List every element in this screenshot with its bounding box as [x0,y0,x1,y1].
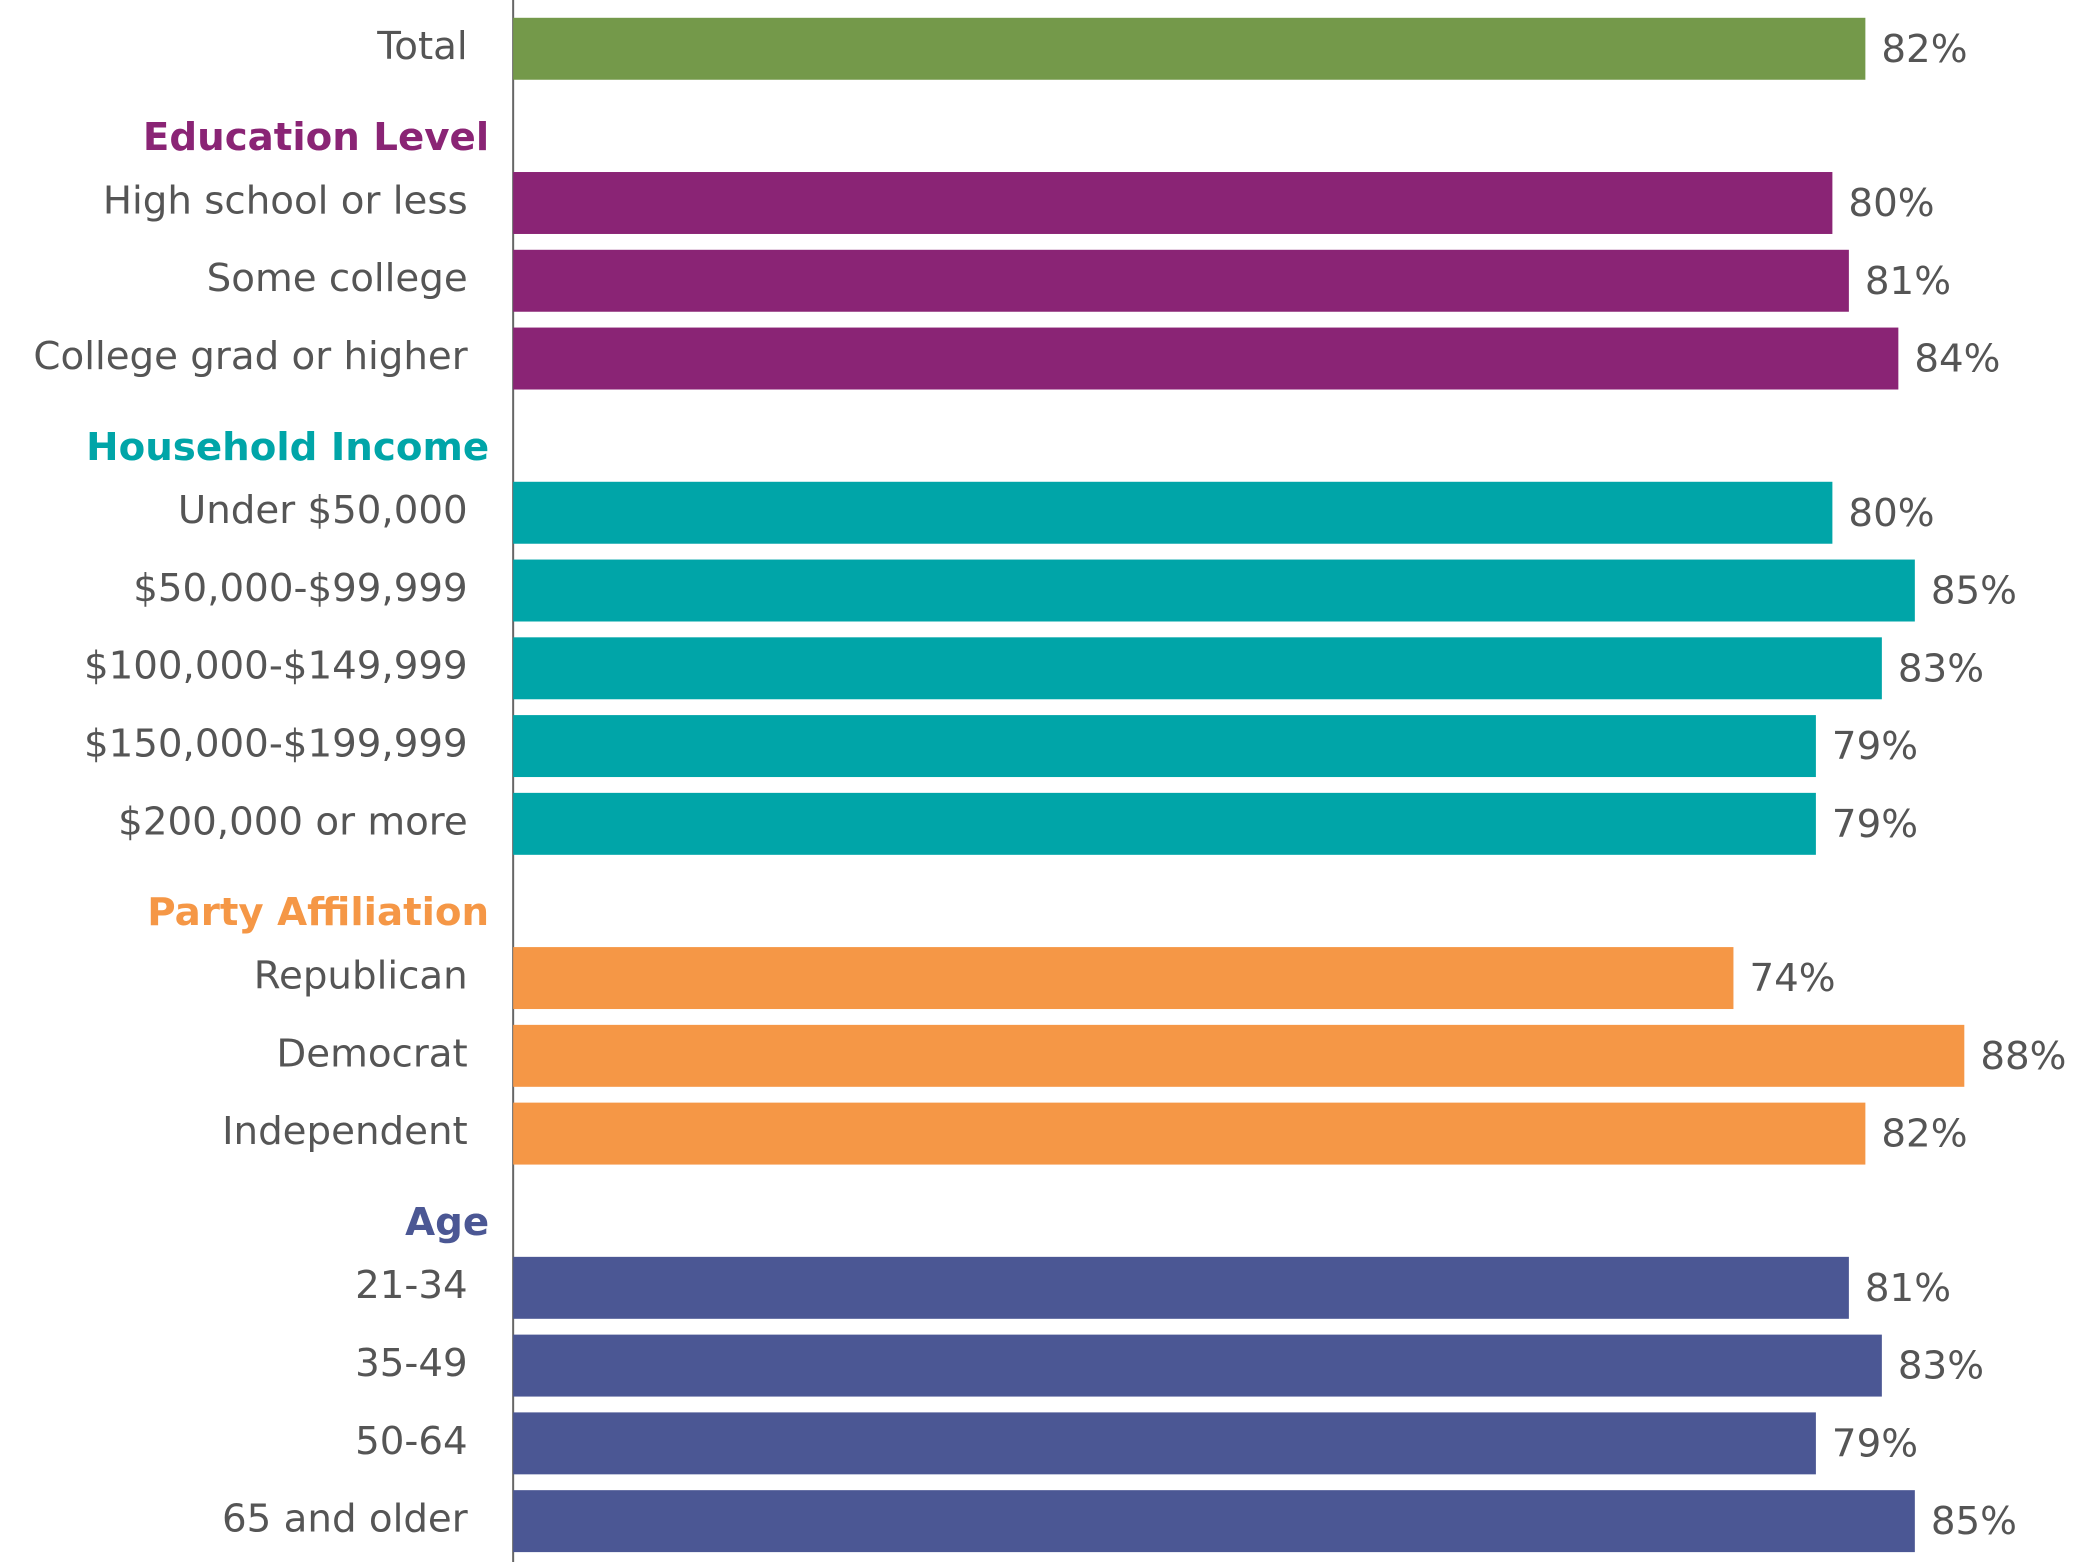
category-label: Under $50,000 [178,488,468,533]
bar [513,327,1899,390]
value-label: 74% [1749,956,1835,1001]
bar [513,1490,1915,1553]
value-label: 79% [1832,802,1918,847]
value-label: 81% [1865,259,1951,304]
category-label: $200,000 or more [118,800,468,845]
value-label: 85% [1931,569,2017,614]
category-label: $150,000-$199,999 [84,722,468,767]
bar [513,17,1866,80]
category-label: Some college [207,256,468,301]
bar [513,792,1816,855]
group-header: Household Income [86,425,489,470]
value-label: 82% [1881,1112,1967,1157]
value-label: 83% [1898,1344,1984,1389]
value-label: 82% [1881,27,1967,72]
group-header: Age [405,1200,489,1245]
bar [513,172,1833,234]
bar [513,1256,1849,1319]
bar [513,1334,1882,1397]
category-label: Total [376,24,468,69]
category-label: Democrat [276,1032,467,1077]
value-label: 88% [1980,1034,2066,1079]
category-label: $100,000-$149,999 [84,644,468,689]
category-label: High school or less [103,179,468,224]
bar [513,249,1849,312]
bar [513,637,1882,700]
category-label: Republican [254,954,468,999]
value-label: 79% [1832,724,1918,769]
category-label: $50,000-$99,999 [133,566,467,611]
category-label: 65 and older [222,1497,468,1542]
bar [513,559,1915,622]
group-header: Party Affiliation [147,890,489,935]
bar [513,947,1734,1010]
bar [513,715,1816,778]
category-label: Independent [222,1109,468,1154]
value-label: 83% [1898,647,1984,692]
value-label: 81% [1865,1266,1951,1311]
bar [513,481,1833,544]
bar [513,1024,1965,1087]
category-label: 50-64 [355,1419,468,1464]
bar [513,1102,1866,1165]
category-label: 35-49 [355,1341,468,1386]
value-label: 85% [1931,1499,2017,1544]
value-label: 84% [1914,337,2000,382]
value-label: 80% [1848,181,1934,226]
value-label: 80% [1848,491,1934,536]
bar [513,1412,1816,1475]
value-label: 79% [1832,1422,1918,1467]
group-header: Education Level [143,115,489,160]
category-label: 21-34 [355,1263,468,1308]
category-label: College grad or higher [33,334,467,379]
